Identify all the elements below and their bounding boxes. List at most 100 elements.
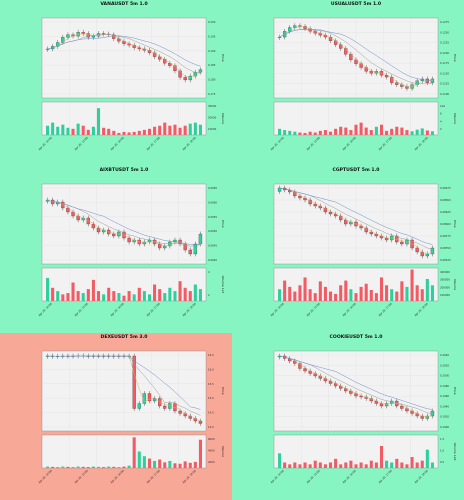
price-axis-label: Price xyxy=(453,54,457,61)
volume-bar xyxy=(390,128,394,135)
volume-tick-label: 30000 xyxy=(208,104,217,108)
volume-bar xyxy=(183,461,187,468)
candle-body xyxy=(127,43,131,46)
candle-body xyxy=(425,415,430,419)
volume-bar xyxy=(193,122,197,135)
volume-bar xyxy=(61,466,65,468)
volume-bar xyxy=(410,457,414,468)
volume-bar xyxy=(178,127,182,135)
price-tick-label: 0.185 xyxy=(208,63,216,67)
volume-tick-label: 2000 xyxy=(208,460,215,464)
candle-body xyxy=(101,33,106,35)
chart-title: CGPTUSDT 5m 1.0 xyxy=(332,168,380,173)
volume-bar xyxy=(420,289,424,301)
volume-bar xyxy=(430,285,434,301)
price-tick-label: 15.5 xyxy=(208,382,214,386)
volume-bar xyxy=(293,462,297,468)
volume-bar xyxy=(183,125,187,135)
candle-body xyxy=(354,59,358,64)
volume-bar xyxy=(293,291,297,301)
ma-line-short xyxy=(279,355,433,418)
volume-bar xyxy=(56,467,60,468)
volume-bar xyxy=(334,458,338,468)
time-tick-label: Apr 20, 14:00 xyxy=(37,302,53,318)
volume-bar xyxy=(86,129,90,135)
volume-bar xyxy=(323,130,327,135)
ma-line-long xyxy=(279,29,433,82)
volume-bar xyxy=(430,131,434,135)
candle-body xyxy=(293,191,297,197)
volume-bar xyxy=(56,291,60,301)
candle-body xyxy=(298,195,302,199)
volume-bar xyxy=(288,464,292,468)
time-tick-label: Apr 20, 17:00 xyxy=(377,469,393,485)
price-axis-label: Price xyxy=(221,387,225,394)
candle-body xyxy=(323,207,328,213)
volume-bar xyxy=(198,289,202,301)
candle-body xyxy=(369,231,373,235)
candle-body xyxy=(339,44,343,49)
volume-bar xyxy=(430,462,434,468)
price-axis-label: Price xyxy=(221,220,225,227)
volume-bar xyxy=(86,467,90,468)
volume-tick-label: 4 xyxy=(440,119,442,123)
ma-line-long xyxy=(47,199,201,246)
volume-bar xyxy=(313,132,317,135)
volume-bar xyxy=(153,284,157,301)
volume-bar xyxy=(354,124,358,135)
price-tick-label: 0.1250 xyxy=(440,30,449,34)
candle-body xyxy=(384,237,389,241)
volume-bar xyxy=(61,124,65,135)
candle-body xyxy=(384,75,389,78)
volume-bar xyxy=(379,124,384,135)
price-tick-label: 0.1940 xyxy=(440,404,449,408)
candle-body xyxy=(198,233,203,245)
price-axis-label: Price xyxy=(453,387,457,394)
volume-bar xyxy=(425,279,429,301)
volume-bar xyxy=(76,291,80,301)
volume-bar xyxy=(344,127,348,135)
volume-bar xyxy=(328,462,333,468)
candle-body xyxy=(308,199,312,205)
volume-bar xyxy=(400,281,404,301)
volume-bar xyxy=(293,131,297,135)
volume-bar xyxy=(369,290,373,301)
candle-body xyxy=(66,34,70,38)
price-tick-label: 0.175 xyxy=(208,92,216,96)
volume-bar xyxy=(81,293,85,301)
candle-body xyxy=(61,201,65,209)
candle-body xyxy=(344,48,348,55)
candle-body xyxy=(152,52,157,57)
volume-tick-label: 100000 xyxy=(440,293,450,297)
volume-bar xyxy=(410,269,414,301)
time-tick-label: Apr 20, 14:00 xyxy=(37,469,53,485)
volume-bar xyxy=(122,466,126,468)
volume-bar xyxy=(168,460,172,468)
time-tick-label: Apr 20, 17:00 xyxy=(377,302,393,318)
volume-bar xyxy=(364,283,368,301)
chart-panel-2: USUALUSDT 5m 1.0 0.1275 0.1250 0.1225 0.1200… xyxy=(232,0,464,166)
candle-body xyxy=(163,59,167,64)
volume-bar xyxy=(344,462,348,468)
volume-bar xyxy=(198,439,202,468)
volume-bar xyxy=(76,466,80,468)
volume-bar xyxy=(405,286,409,301)
time-tick-label: Apr 20, 16:00 xyxy=(109,136,125,152)
volume-axis-label: Volume xyxy=(221,113,225,124)
volume-bar xyxy=(163,293,167,301)
volume-bar xyxy=(61,294,65,301)
volume-bar xyxy=(298,132,302,135)
ma-line-short xyxy=(47,199,201,250)
volume-bar xyxy=(193,461,197,468)
price-tick-label: 0.1150 xyxy=(440,71,449,75)
volume-bar xyxy=(349,289,353,301)
volume-bar xyxy=(46,125,50,135)
volume-tick-label: 6 xyxy=(440,112,442,116)
volume-bar xyxy=(415,285,419,301)
volume-bar xyxy=(390,462,394,468)
price-tick-label: 0.1980 xyxy=(440,384,449,388)
volume-bar xyxy=(278,453,282,468)
volume-bar xyxy=(163,122,167,135)
price-tick-label: 0.1125 xyxy=(440,82,449,86)
volume-bar xyxy=(344,280,348,301)
